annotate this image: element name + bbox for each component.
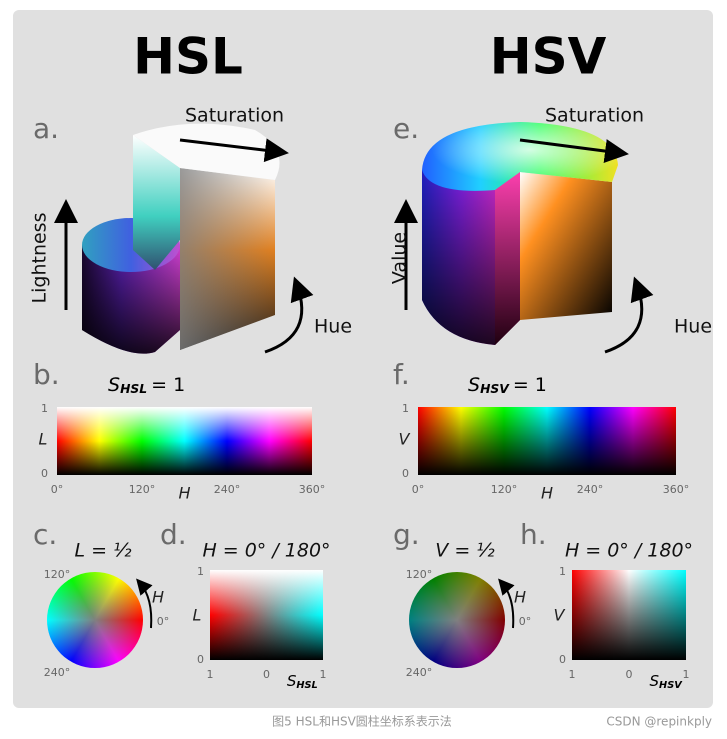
subscript: HSV [480,382,510,396]
symbol: S [108,374,120,396]
letter: d. [160,518,187,551]
subscript-label: SHSL [287,672,318,692]
slice-label: H = 0° / 180° [565,540,693,562]
wheel-arrow-label: H [152,588,164,607]
y-tick: 1 [197,565,204,578]
slice-shade [572,570,686,660]
axis-label: Lightness [29,213,51,304]
wheel-tick: 240° [406,666,433,679]
x-tick: 240° [214,483,241,496]
symbol: S [287,672,297,690]
subscript-label: SHSV [650,672,684,692]
symbol: S [650,672,660,690]
letter: g. [393,518,420,551]
y-tick: 1 [402,402,409,415]
x-tick: 1 [683,668,690,681]
hsl-cylinder [54,123,314,354]
x-tick: 120° [129,483,156,496]
strip-shade [418,407,676,475]
wheel-tick: 240° [44,666,71,679]
wheel-center [47,572,143,668]
equals: = 1 [151,374,185,396]
caption: 图5 HSL和HSV圆柱坐标系表示法 [272,714,452,729]
slice-shade [210,570,323,660]
wheel-center [409,572,505,668]
subscript-label: SHSL = 1 [108,374,185,396]
letter: c. [33,518,57,551]
wheel-tick: 120° [406,568,433,581]
wheel-arrow-label: H [514,588,526,607]
equals: = 1 [513,374,547,396]
wheel-tick: 0° [519,615,532,628]
x-tick: 0 [263,668,270,681]
subscript: HSL [296,680,317,691]
x-tick: 0 [626,668,633,681]
hue-arrow [498,578,515,629]
hue-label: Hue [674,316,712,338]
y-tick: 0 [41,467,48,480]
x-tick: 120° [491,483,518,496]
symbol: S [468,374,480,396]
y-tick: 1 [559,565,566,578]
x-tick: 1 [569,668,576,681]
y-axis-label: V [554,606,566,625]
hsv-cylinder [394,122,654,354]
slice-label: H = 0° / 180° [202,540,330,562]
title: HSV [490,28,607,86]
y-axis-label: L [193,606,202,625]
wheel-label: V = ½ [435,540,495,562]
wheel-tick: 0° [157,615,170,628]
x-tick: 240° [577,483,604,496]
axis-label: Value [389,232,411,284]
x-tick: 1 [207,668,214,681]
y-axis-label: V [399,430,411,449]
y-tick: 1 [41,402,48,415]
title: HSL [133,28,243,86]
hue-arrow [136,578,153,629]
wheel-tick: 120° [44,568,71,581]
saturation-label: Saturation [185,105,284,127]
y-tick: 0 [559,653,566,666]
x-tick: 360° [299,483,326,496]
letter: f. [393,358,410,391]
x-axis-label: H [541,484,553,503]
wheel-label: L = ½ [75,540,133,562]
y-tick: 0 [197,653,204,666]
saturation-label: Saturation [545,105,644,127]
subscript-label: SHSV = 1 [468,374,547,396]
letter: a. [33,112,59,145]
letter: b. [33,358,60,391]
x-tick: 360° [663,483,690,496]
letter: h. [520,518,547,551]
y-axis-label: L [39,430,48,449]
x-tick: 1 [320,668,327,681]
x-axis-label: H [178,484,190,503]
credit: CSDN @repinkply [606,715,712,729]
x-tick: 0° [51,483,64,496]
strip-shade [57,407,312,475]
letter: e. [393,112,419,145]
x-tick: 0° [412,483,425,496]
subscript: HSL [120,382,147,396]
hue-label: Hue [314,316,352,338]
y-tick: 0 [402,467,409,480]
subscript: HSV [659,680,683,691]
